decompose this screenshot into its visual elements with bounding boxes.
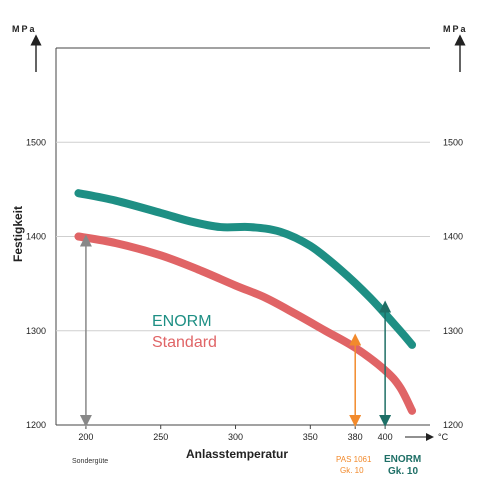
y-ticks-left: 1200 1300 1400 1500 [26, 137, 46, 430]
x-ticks: 200 250 300 350 380 400 [78, 425, 393, 442]
y-tick-label: 1300 [26, 326, 46, 336]
y-tick-label-right: 1400 [443, 232, 463, 242]
sondergute-label: Sondergüte [72, 458, 108, 465]
y-tick-label: 1500 [26, 137, 46, 147]
x-tick-label: 250 [153, 432, 168, 442]
series-line-enorm [74, 189, 417, 349]
y-axis-label: Festigkeit [11, 206, 25, 262]
series-line-standard [74, 232, 417, 415]
x-unit: °C [438, 432, 449, 442]
y-ticks-right: 1200 1300 1400 1500 [443, 137, 463, 430]
grid-lines [56, 141, 430, 332]
x-tick-label: 380 [348, 432, 363, 442]
x-tick-label: 350 [303, 432, 318, 442]
x-tick-label: 300 [228, 432, 243, 442]
x-tick-label: 400 [378, 432, 393, 442]
enorm-gk-label-1: ENORM [384, 454, 421, 465]
x-tick-label: 200 [78, 432, 93, 442]
y-tick-label-right: 1200 [443, 420, 463, 430]
pas-label: PAS 1061 [336, 455, 372, 464]
y-tick-label-right: 1500 [443, 137, 463, 147]
y-tick-label: 1400 [26, 232, 46, 242]
y-tick-label-right: 1300 [443, 326, 463, 336]
series-group [74, 189, 417, 415]
enorm-gk-label-2: Gk. 10 [388, 466, 418, 477]
legend-enorm: ENORM [152, 313, 212, 330]
y-unit-left: MPa [12, 24, 37, 34]
annotation-arrows [79, 234, 392, 427]
legend-standard: Standard [152, 334, 217, 351]
x-axis-label: Anlasstemperatur [186, 447, 288, 461]
y-tick-label: 1200 [26, 420, 46, 430]
y-unit-right: MPa [443, 24, 468, 34]
pas-gk-label: Gk. 10 [340, 466, 364, 475]
